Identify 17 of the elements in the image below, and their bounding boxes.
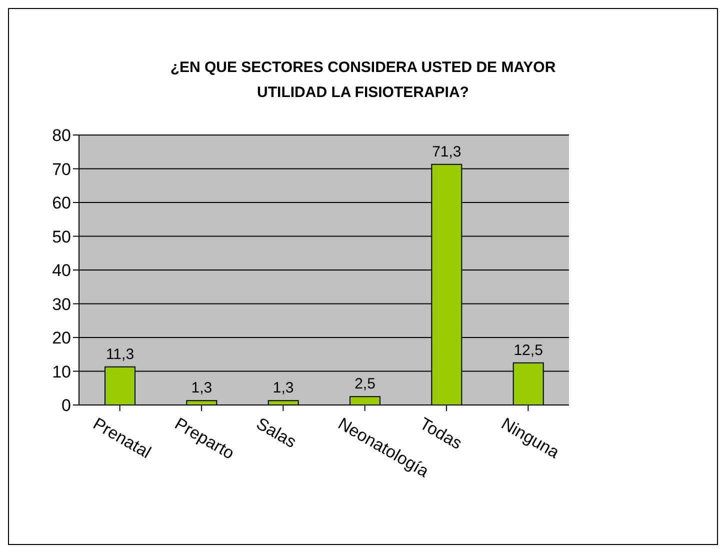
y-tick-label: 10 <box>52 362 71 382</box>
y-tick-label: 50 <box>52 227 71 246</box>
data-label: 2,5 <box>354 376 376 393</box>
x-tick-label: Salas <box>253 414 300 452</box>
data-label: 1,3 <box>272 380 294 397</box>
data-label: 1,3 <box>191 380 212 397</box>
y-tick-label: 80 <box>52 126 71 146</box>
y-tick-label: 70 <box>52 160 71 179</box>
chart-title: ¿EN QUE SECTORES CONSIDERA USTED DE MAYOR UTILIDAD LA FISIOTERAPIA? <box>169 58 557 103</box>
data-label: 11,3 <box>106 346 134 363</box>
data-label: 71,3 <box>432 143 462 160</box>
data-label: 12,5 <box>514 342 543 359</box>
y-tick-label: 60 <box>52 194 71 213</box>
y-tick-label: 30 <box>52 294 71 314</box>
y-tick-label: 40 <box>52 261 71 280</box>
y-tick-label: 0 <box>62 396 71 416</box>
y-tick-label: 20 <box>52 328 71 348</box>
